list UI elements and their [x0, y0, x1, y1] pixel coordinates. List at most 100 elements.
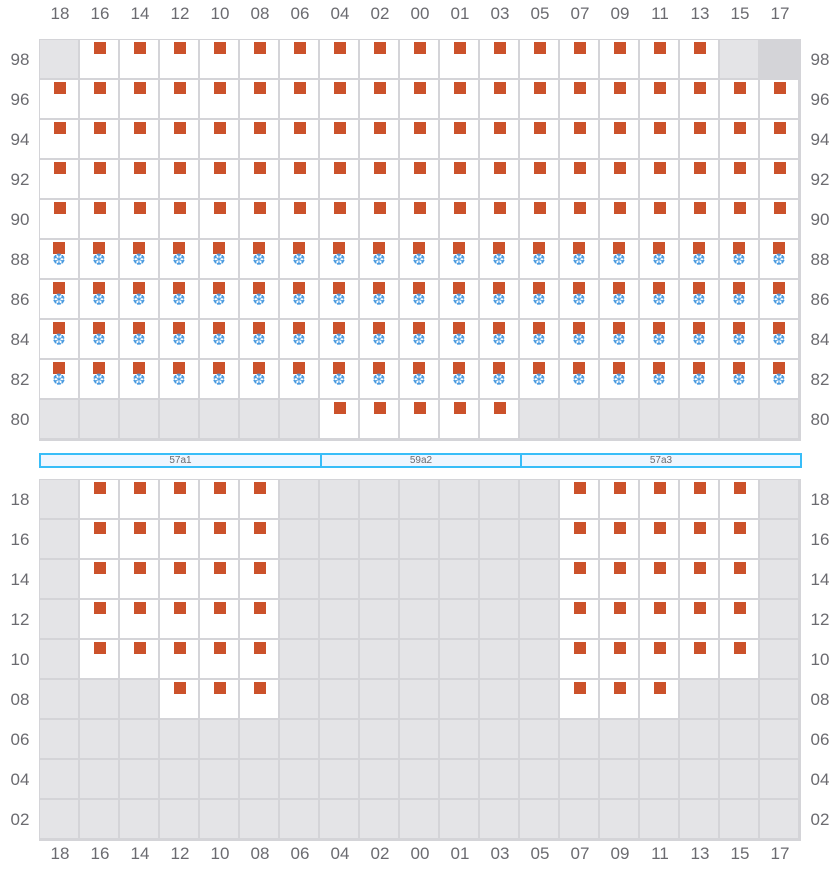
bay-slot[interactable]: ❆	[440, 360, 478, 398]
bay-slot[interactable]	[200, 200, 238, 238]
bay-slot[interactable]	[600, 200, 638, 238]
bay-slot[interactable]: ❆	[600, 240, 638, 278]
bay-slot[interactable]	[320, 40, 358, 78]
bay-slot[interactable]: ❆	[160, 360, 198, 398]
bay-slot[interactable]: ❆	[440, 240, 478, 278]
bay-slot[interactable]	[680, 40, 718, 78]
bay-slot[interactable]: ❆	[680, 360, 718, 398]
bay-slot[interactable]	[360, 200, 398, 238]
bay-slot[interactable]	[160, 40, 198, 78]
bay-slot[interactable]	[360, 80, 398, 118]
bay-slot[interactable]	[120, 600, 158, 638]
bay-slot[interactable]: ❆	[400, 280, 438, 318]
bay-slot[interactable]: ❆	[240, 360, 278, 398]
bay-slot[interactable]	[400, 80, 438, 118]
bay-slot[interactable]	[640, 520, 678, 558]
bay-slot[interactable]	[440, 200, 478, 238]
bay-slot[interactable]: ❆	[760, 240, 798, 278]
bay-slot[interactable]: ❆	[560, 240, 598, 278]
bay-slot[interactable]	[760, 120, 798, 158]
bay-slot[interactable]	[560, 200, 598, 238]
bay-slot[interactable]	[160, 680, 198, 718]
bay-slot[interactable]: ❆	[400, 320, 438, 358]
bay-slot[interactable]	[120, 560, 158, 598]
bay-slot[interactable]	[640, 40, 678, 78]
bay-slot[interactable]	[120, 40, 158, 78]
bay-slot[interactable]: ❆	[360, 280, 398, 318]
bay-slot[interactable]	[760, 200, 798, 238]
bay-slot[interactable]	[240, 480, 278, 518]
bay-slot[interactable]	[160, 80, 198, 118]
bay-slot[interactable]	[200, 160, 238, 198]
bay-slot[interactable]	[120, 480, 158, 518]
bay-slot[interactable]	[560, 640, 598, 678]
bay-slot[interactable]	[80, 200, 118, 238]
bay-slot[interactable]: ❆	[40, 280, 78, 318]
bay-slot[interactable]: ❆	[640, 360, 678, 398]
bay-slot[interactable]: ❆	[480, 240, 518, 278]
bay-slot[interactable]	[40, 120, 78, 158]
bay-slot[interactable]: ❆	[120, 240, 158, 278]
bay-slot[interactable]: ❆	[280, 280, 318, 318]
bay-slot[interactable]	[240, 160, 278, 198]
bay-slot[interactable]	[240, 40, 278, 78]
bay-slot[interactable]	[240, 520, 278, 558]
bay-slot[interactable]	[160, 600, 198, 638]
bay-slot[interactable]	[400, 400, 438, 438]
bay-slot[interactable]	[240, 120, 278, 158]
bay-slot[interactable]	[640, 680, 678, 718]
bay-slot[interactable]	[640, 600, 678, 638]
bay-slot[interactable]	[80, 640, 118, 678]
bay-slot[interactable]	[360, 40, 398, 78]
bay-slot[interactable]	[280, 80, 318, 118]
bay-slot[interactable]	[200, 40, 238, 78]
bay-slot[interactable]	[280, 160, 318, 198]
bay-slot[interactable]	[640, 80, 678, 118]
bay-slot[interactable]	[120, 520, 158, 558]
bay-slot[interactable]	[600, 160, 638, 198]
bay-slot[interactable]	[680, 200, 718, 238]
bay-slot[interactable]	[440, 400, 478, 438]
bay-slot[interactable]	[480, 80, 518, 118]
bay-slot[interactable]: ❆	[40, 240, 78, 278]
bay-slot[interactable]	[200, 80, 238, 118]
bay-slot[interactable]: ❆	[280, 320, 318, 358]
bay-slot[interactable]	[240, 600, 278, 638]
bay-slot[interactable]	[320, 160, 358, 198]
bay-slot[interactable]	[600, 520, 638, 558]
bay-slot[interactable]	[600, 120, 638, 158]
bay-slot[interactable]	[80, 520, 118, 558]
bay-slot[interactable]	[720, 640, 758, 678]
bay-slot[interactable]	[720, 600, 758, 638]
bay-slot[interactable]	[560, 160, 598, 198]
bay-slot[interactable]: ❆	[120, 360, 158, 398]
bay-slot[interactable]	[560, 600, 598, 638]
bay-slot[interactable]	[240, 80, 278, 118]
bay-slot[interactable]: ❆	[240, 320, 278, 358]
bay-slot[interactable]	[120, 200, 158, 238]
bay-slot[interactable]	[680, 640, 718, 678]
bay-slot[interactable]	[720, 80, 758, 118]
bay-slot[interactable]	[160, 200, 198, 238]
bay-slot[interactable]: ❆	[80, 280, 118, 318]
bay-slot[interactable]: ❆	[640, 280, 678, 318]
bay-slot[interactable]	[240, 640, 278, 678]
bay-slot[interactable]	[600, 600, 638, 638]
bay-slot[interactable]: ❆	[120, 320, 158, 358]
bay-slot[interactable]: ❆	[760, 280, 798, 318]
bay-slot[interactable]	[560, 80, 598, 118]
bay-slot[interactable]: ❆	[480, 360, 518, 398]
bay-slot[interactable]	[400, 200, 438, 238]
bay-slot[interactable]: ❆	[600, 360, 638, 398]
bay-slot[interactable]: ❆	[80, 240, 118, 278]
bay-slot[interactable]	[160, 560, 198, 598]
bay-slot[interactable]: ❆	[360, 360, 398, 398]
bay-slot[interactable]	[200, 560, 238, 598]
bay-slot[interactable]	[560, 120, 598, 158]
bay-slot[interactable]	[680, 600, 718, 638]
bay-slot[interactable]	[160, 120, 198, 158]
bay-slot[interactable]	[200, 480, 238, 518]
bay-slot[interactable]: ❆	[560, 280, 598, 318]
bay-slot[interactable]	[560, 560, 598, 598]
bay-slot[interactable]: ❆	[200, 320, 238, 358]
